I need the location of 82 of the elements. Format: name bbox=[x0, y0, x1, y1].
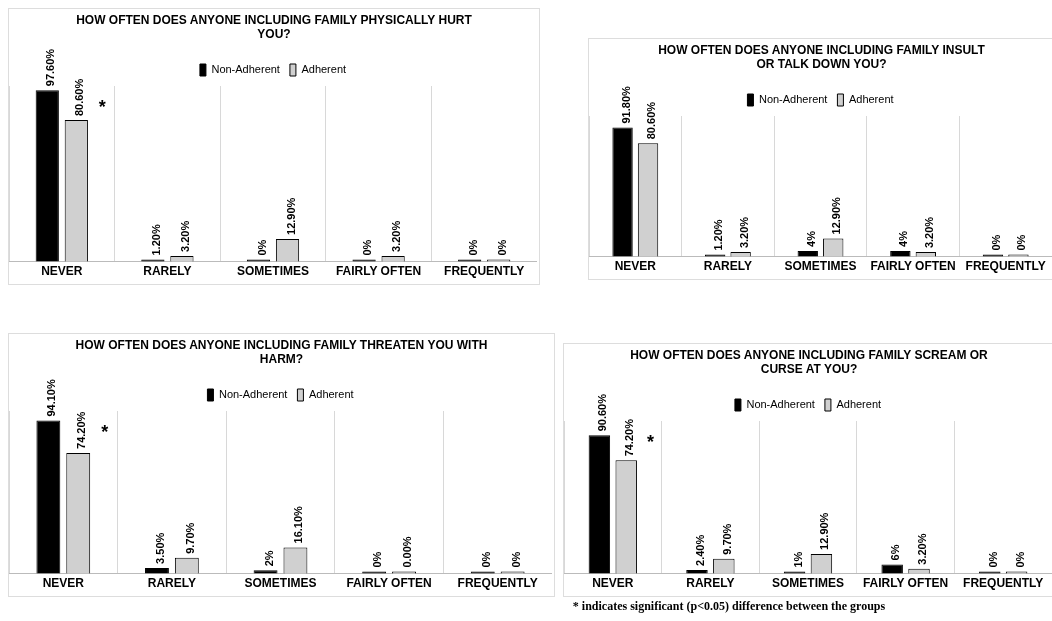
bar bbox=[35, 90, 59, 262]
legend-label: Adherent bbox=[848, 93, 894, 106]
data-label: 12.90% bbox=[818, 512, 831, 550]
bar bbox=[253, 570, 278, 574]
x-tick-label: FREQUENTLY bbox=[965, 259, 1046, 274]
legend-label: Non-Adherent bbox=[218, 388, 288, 401]
data-label: 94.10% bbox=[45, 379, 58, 417]
chart-title: HOW OFTEN DOES ANYONE INCLUDING FAMILY THREATEN YOU WITH HARM? bbox=[74, 338, 489, 366]
data-label: 1.20% bbox=[712, 219, 725, 251]
legend-label: Adherent bbox=[301, 63, 347, 76]
data-label: 1.20% bbox=[149, 224, 162, 256]
x-tick-label: RARELY bbox=[686, 576, 735, 591]
legend-label: Adherent bbox=[308, 388, 354, 401]
chart-title: HOW OFTEN DOES ANYONE INCLUDING FAMILY INSULT OR TALK DOWN YOU? bbox=[657, 43, 986, 71]
data-label: 16.10% bbox=[292, 505, 305, 544]
data-label: 3.20% bbox=[922, 216, 935, 249]
x-tick-label: FAIRLY OFTEN bbox=[870, 259, 956, 274]
data-label: 2% bbox=[262, 550, 275, 567]
bar bbox=[881, 564, 903, 574]
x-tick-label: SOMETIMES bbox=[784, 259, 857, 274]
x-tick-label: FAIRLY OFTEN bbox=[335, 264, 422, 279]
x-tick-label: SOMETIMES bbox=[771, 576, 845, 591]
data-label: 1% bbox=[791, 551, 804, 568]
legend-label: Non-Adherent bbox=[758, 93, 828, 106]
data-label: 3.20% bbox=[916, 533, 929, 565]
x-tick-label: NEVER bbox=[41, 264, 83, 279]
data-label: 6% bbox=[889, 544, 902, 561]
x-tick-label: NEVER bbox=[592, 576, 634, 591]
data-label: 0% bbox=[466, 239, 479, 256]
data-label: 0% bbox=[986, 551, 999, 568]
data-label: 4% bbox=[897, 230, 910, 247]
annotation: * bbox=[98, 97, 106, 118]
data-label: 80.60% bbox=[73, 78, 86, 117]
data-label: 9.70% bbox=[720, 523, 733, 555]
legend-label: Non-Adherent bbox=[746, 398, 815, 411]
x-tick-label: SOMETIMES bbox=[236, 264, 310, 279]
data-label: 3.20% bbox=[737, 216, 750, 249]
data-label: 9.70% bbox=[183, 522, 196, 554]
data-label: 91.80% bbox=[619, 86, 632, 124]
data-label: 74.20% bbox=[623, 418, 636, 457]
data-label: 0% bbox=[1015, 234, 1028, 251]
data-label: 12.90% bbox=[284, 197, 297, 235]
data-label: 74.20% bbox=[75, 411, 88, 449]
x-tick-label: FAIRLY OFTEN bbox=[346, 576, 432, 591]
x-tick-label: NEVER bbox=[42, 576, 85, 591]
data-label: 3.20% bbox=[178, 220, 191, 252]
legend-label: Non-Adherent bbox=[211, 63, 280, 76]
chart-title: HOW OFTEN DOES ANYONE INCLUDING FAMILY PHYSICALLY HURT YOU? bbox=[75, 13, 473, 41]
x-tick-label: RARELY bbox=[143, 264, 192, 279]
annotation: * bbox=[646, 432, 654, 453]
x-tick-label: SOMETIMES bbox=[244, 576, 317, 591]
data-label: 0.00% bbox=[401, 536, 414, 568]
x-tick-label: NEVER bbox=[614, 259, 657, 274]
x-tick-label: FREQUENTLY bbox=[444, 264, 525, 279]
data-label: 90.60% bbox=[596, 393, 609, 432]
x-tick-label: FREQUENTLY bbox=[963, 576, 1044, 591]
data-label: 0% bbox=[495, 239, 508, 256]
x-tick-label: FAIRLY OFTEN bbox=[862, 576, 949, 591]
text: * indicates significant (p<0.05) difference between the groups bbox=[571, 599, 887, 614]
bar bbox=[588, 435, 611, 574]
data-label: 12.90% bbox=[830, 196, 843, 235]
annotation: * bbox=[101, 422, 109, 443]
data-label: 0% bbox=[255, 239, 268, 256]
data-label: 0% bbox=[479, 551, 492, 568]
data-label: 0% bbox=[990, 234, 1002, 251]
data-label: 2.40% bbox=[694, 534, 707, 566]
data-label: 3.50% bbox=[154, 532, 166, 564]
data-label: 80.60% bbox=[645, 101, 658, 140]
chart-title: HOW OFTEN DOES ANYONE INCLUDING FAMILY SCREAM OR CURSE AT YOU? bbox=[629, 348, 989, 376]
data-label: 0% bbox=[361, 239, 374, 256]
bar bbox=[36, 420, 61, 574]
data-label: 0% bbox=[509, 551, 522, 568]
x-tick-label: RARELY bbox=[147, 576, 197, 591]
data-label: 97.60% bbox=[44, 48, 57, 87]
x-tick-label: FREQUENTLY bbox=[457, 576, 538, 591]
x-tick-label: RARELY bbox=[703, 259, 753, 274]
data-label: 0% bbox=[371, 551, 384, 568]
legend-label: Adherent bbox=[836, 398, 882, 411]
bar bbox=[612, 127, 633, 257]
data-label: 4% bbox=[804, 230, 817, 247]
data-label: 3.20% bbox=[390, 220, 403, 252]
data-label: 0% bbox=[1013, 551, 1026, 568]
